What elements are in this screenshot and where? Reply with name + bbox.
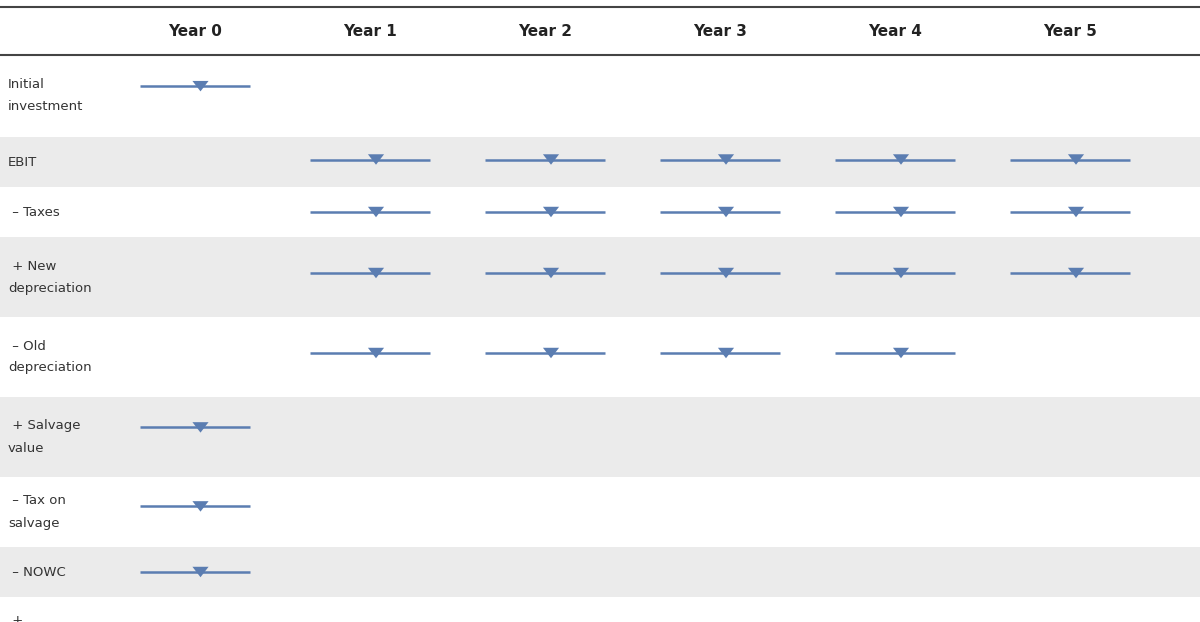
Polygon shape	[718, 268, 734, 278]
Polygon shape	[542, 154, 559, 165]
Polygon shape	[1068, 207, 1084, 217]
Bar	[0, 55, 1200, 137]
Text: – Tax on: – Tax on	[8, 494, 66, 508]
Text: – Old: – Old	[8, 340, 46, 353]
Polygon shape	[718, 207, 734, 217]
Text: + Salvage: + Salvage	[8, 419, 80, 432]
Bar	[0, 237, 1200, 317]
Text: +: +	[8, 613, 23, 622]
Polygon shape	[718, 348, 734, 358]
Bar	[0, 317, 1200, 397]
Text: depreciation: depreciation	[8, 361, 91, 374]
Polygon shape	[542, 348, 559, 358]
Polygon shape	[893, 207, 910, 217]
Polygon shape	[1068, 154, 1084, 165]
Polygon shape	[368, 348, 384, 358]
Text: value: value	[8, 442, 44, 455]
Text: – Taxes: – Taxes	[8, 205, 60, 218]
Polygon shape	[893, 154, 910, 165]
Polygon shape	[192, 422, 209, 433]
Text: EBIT: EBIT	[8, 156, 37, 169]
Polygon shape	[368, 268, 384, 278]
Text: – NOWC: – NOWC	[8, 565, 66, 578]
Polygon shape	[893, 348, 910, 358]
Text: Year 0: Year 0	[168, 24, 222, 39]
Polygon shape	[1068, 268, 1084, 278]
Polygon shape	[542, 207, 559, 217]
Polygon shape	[192, 81, 209, 91]
Text: Initial: Initial	[8, 78, 44, 91]
Polygon shape	[192, 501, 209, 512]
Text: Year 3: Year 3	[694, 24, 746, 39]
Polygon shape	[368, 154, 384, 165]
Bar	[0, 597, 1200, 622]
Text: Year 5: Year 5	[1043, 24, 1097, 39]
Text: Year 2: Year 2	[518, 24, 572, 39]
Bar	[0, 477, 1200, 547]
Bar	[0, 187, 1200, 237]
Bar	[0, 7, 1200, 55]
Text: depreciation: depreciation	[8, 282, 91, 294]
Bar	[0, 397, 1200, 477]
Bar	[0, 547, 1200, 597]
Text: investment: investment	[8, 101, 83, 113]
Bar	[0, 137, 1200, 187]
Text: + New: + New	[8, 259, 56, 272]
Polygon shape	[192, 567, 209, 577]
Text: Year 1: Year 1	[343, 24, 397, 39]
Text: Year 4: Year 4	[868, 24, 922, 39]
Polygon shape	[368, 207, 384, 217]
Polygon shape	[718, 154, 734, 165]
Polygon shape	[893, 268, 910, 278]
Text: salvage: salvage	[8, 516, 60, 529]
Polygon shape	[542, 268, 559, 278]
